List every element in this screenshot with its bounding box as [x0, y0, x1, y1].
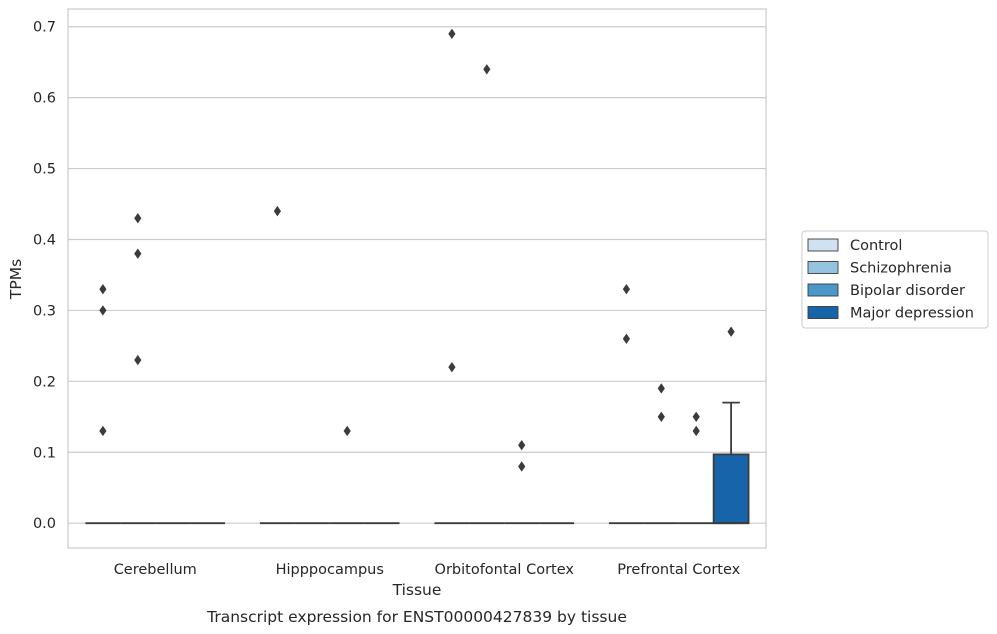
x-tick-label: Hipppocampus: [276, 562, 384, 578]
box-group: [329, 425, 365, 525]
box-group: [504, 439, 540, 525]
outlier-point: [518, 439, 526, 451]
outlier-point: [727, 326, 735, 337]
box-group: [469, 64, 505, 525]
outlier-point: [622, 333, 630, 344]
outlier-point: [134, 354, 142, 366]
outlier-point: [343, 425, 351, 437]
outlier-point: [657, 411, 665, 422]
outlier-point: [448, 28, 456, 40]
legend-swatch: [807, 261, 839, 274]
x-tick-label: Orbitofontal Cortex: [435, 562, 575, 578]
outlier-point: [99, 425, 107, 437]
y-tick-label: 0.6: [33, 91, 56, 107]
plot-frame: [67, 8, 767, 549]
box-group: [259, 205, 295, 525]
legend-label: Bipolar disorder: [850, 283, 965, 299]
outlier-point: [483, 64, 491, 75]
legend-frame: [801, 230, 989, 329]
y-axis-title: TPMs: [7, 259, 25, 300]
outlier-point: [273, 205, 281, 217]
box-group: [434, 28, 470, 525]
outlier-point: [692, 425, 700, 437]
y-tick-label: 0.3: [33, 303, 56, 319]
y-tick-label: 0.4: [33, 232, 56, 248]
legend-swatch: [807, 306, 839, 319]
box-rect: [712, 453, 750, 525]
x-axis-title: Tissue: [392, 581, 442, 599]
chart-caption: Transcript expression for ENST0000042783…: [206, 608, 627, 626]
boxes: [85, 28, 750, 525]
outlier-point: [448, 361, 456, 373]
x-tick-label: Cerebellum: [114, 562, 197, 578]
y-tick-label: 0.7: [33, 20, 56, 36]
outlier-point: [99, 283, 107, 295]
y-tick-label: 0.1: [33, 445, 56, 461]
outlier-point: [518, 461, 526, 472]
box-group: [85, 283, 121, 525]
outlier-point: [99, 305, 107, 316]
x-tick-labels: Cerebellum Hipppocampus Orbitofontal Corte…: [114, 562, 741, 578]
legend-swatch: [807, 238, 839, 252]
outlier-point: [134, 213, 142, 224]
box-group: [608, 283, 644, 525]
box-group: [120, 213, 156, 525]
box-group: [678, 411, 714, 525]
outlier-point: [134, 248, 142, 259]
x-tick-label: Prefrontal Cortex: [617, 562, 740, 578]
legend: Control Schizophrenia Bipolar disorder Majo…: [801, 230, 989, 329]
y-tick-label: 0.0: [33, 516, 56, 532]
box-group: [643, 383, 679, 525]
legend-swatch: [807, 283, 839, 297]
legend-label: Schizophrenia: [850, 261, 952, 277]
y-tick-label: 0.2: [33, 374, 56, 390]
y-tick-labels: 0.0 0.1 0.2 0.3 0.4 0.5 0.6 0.7: [33, 20, 56, 532]
legend-label: Major depression: [850, 306, 974, 322]
box-group: [712, 326, 750, 525]
outlier-point: [622, 283, 630, 295]
y-tick-label: 0.5: [33, 162, 56, 178]
outlier-point: [657, 383, 665, 394]
legend-label: Control: [850, 238, 902, 254]
outlier-point: [692, 411, 700, 422]
